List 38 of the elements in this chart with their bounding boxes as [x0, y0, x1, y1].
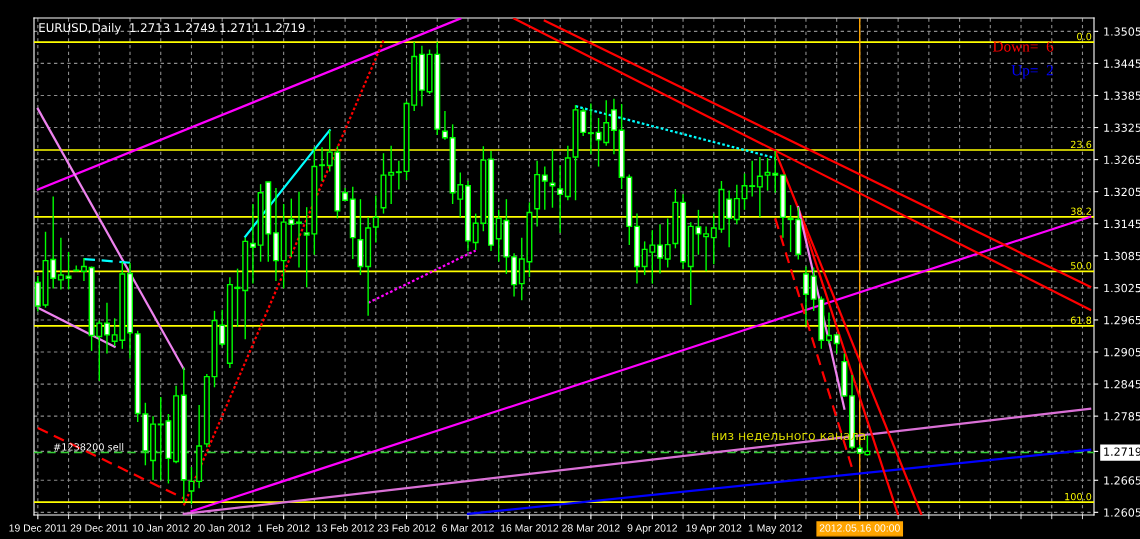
- x-tick-label: 10 Jan 2012: [132, 524, 189, 532]
- annotation: 23.6: [1070, 140, 1092, 149]
- annotation: 38.2: [1070, 207, 1091, 215]
- x-tick-label: 20 Jan 2012: [194, 524, 251, 532]
- y-tick-label: 1.3205: [1104, 187, 1140, 197]
- annotation: Down= 6: [992, 41, 1054, 52]
- y-tick-label: 1.2785: [1104, 412, 1140, 421]
- x-tick-label: 16 Mar 2012: [500, 524, 559, 532]
- annotation: Up= 2: [1011, 65, 1053, 79]
- x-tick-label: 23 Feb 2012: [377, 524, 436, 532]
- x-tick-label: 29 Dec 2011: [70, 524, 128, 532]
- x-tick-label: 19 Dec 2011: [9, 524, 67, 532]
- y-tick-label: 1.3445: [1104, 59, 1140, 68]
- x-tick-label: 28 Mar 2012: [562, 524, 620, 532]
- y-tick-label: 1.2665: [1104, 476, 1140, 485]
- y-tick-label: 1.3325: [1104, 123, 1140, 132]
- y-tick-label: 1.3145: [1104, 219, 1140, 229]
- annotation: 50.0: [1070, 262, 1092, 270]
- y-tick-label: 1.2965: [1104, 315, 1140, 325]
- x-tick-label: 9 Apr 2012: [627, 524, 678, 534]
- x-tick-label: 1 Feb 2012: [258, 524, 310, 532]
- y-tick-label: 1.3385: [1104, 91, 1140, 100]
- annotation: 61.8: [1070, 316, 1092, 324]
- y-tick-label: 1.2605: [1104, 508, 1140, 517]
- chart-title: EURUSD,Daily 1.2713 1.2749 1.2711 1.2719: [39, 22, 305, 35]
- y-tick-label: 1.3265: [1104, 155, 1140, 164]
- annotation: 0.0: [1077, 32, 1092, 41]
- y-tick-label: 1.2905: [1104, 347, 1140, 357]
- x-tick-label: 19 Apr 2012: [686, 524, 742, 534]
- y-tick-label: 1.3085: [1104, 251, 1140, 261]
- y-tick-label: 1.3025: [1104, 283, 1140, 293]
- x-tick-label: 1 May 2012: [748, 524, 802, 534]
- y-tick-label: 1.2845: [1104, 380, 1140, 389]
- x-tick-label: 6 Mar 2012: [442, 524, 494, 532]
- x-tick-label: 13 Feb 2012: [316, 524, 374, 532]
- annotation: 100.0: [1065, 492, 1092, 501]
- x-tick-label: 2012.05.16 00:00: [819, 524, 900, 532]
- y-tick-label: 1.3505: [1104, 27, 1140, 36]
